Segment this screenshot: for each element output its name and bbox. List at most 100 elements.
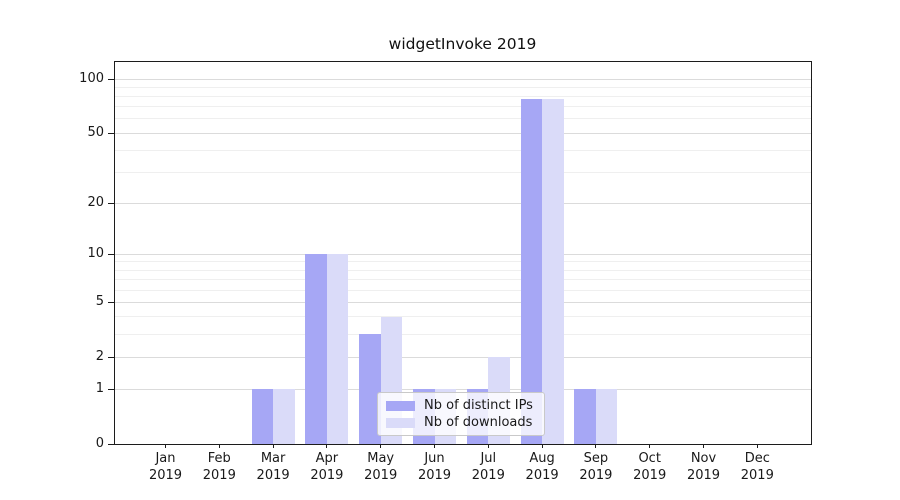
legend-swatch-distinct-ips-icon <box>386 400 415 411</box>
legend: Nb of distinct IPs Nb of downloads <box>377 392 545 436</box>
gridline-minor <box>115 261 811 263</box>
gridline-major <box>115 132 811 134</box>
x-tick-label-line: 2019 <box>740 468 774 483</box>
gridline-major <box>115 253 811 255</box>
x-tick-label: May 2019 <box>341 450 421 484</box>
x-tick-label: Aug 2019 <box>502 450 582 484</box>
y-tick-label: 1 <box>95 381 104 397</box>
y-tick-mark <box>108 253 114 255</box>
y-tick-label: 2 <box>95 349 104 365</box>
bar-downloads-apr <box>326 254 349 444</box>
x-tick-label-line: Aug <box>529 451 555 466</box>
chart-title: widgetInvoke 2019 <box>388 35 537 53</box>
gridline-major <box>115 388 811 390</box>
x-tick-label-line: 2019 <box>633 468 667 483</box>
x-tick-label-line: Dec <box>744 451 770 466</box>
y-tick-mark <box>108 388 114 390</box>
x-tick-mark <box>434 444 435 448</box>
x-tick-mark <box>380 444 382 448</box>
x-tick-label-line: 2019 <box>471 468 505 483</box>
x-tick-mark <box>165 444 166 448</box>
x-tick-label: Jul 2019 <box>448 450 528 484</box>
gridline-minor <box>115 118 811 120</box>
x-tick-mark <box>703 444 704 448</box>
gridline-minor <box>115 106 811 108</box>
x-tick-label-line: May <box>367 451 395 466</box>
gridline-minor <box>115 316 811 318</box>
gridline-minor <box>115 171 811 173</box>
x-tick-label-line: 2019 <box>202 468 236 483</box>
gridline-minor <box>115 149 811 151</box>
x-tick-label: Feb 2019 <box>179 450 259 484</box>
gridline-major <box>115 301 811 303</box>
gridline-major <box>115 78 811 80</box>
bar-distinct-ips-may <box>359 334 381 444</box>
gridline-minor <box>115 269 811 271</box>
y-tick-label: 50 <box>87 125 104 141</box>
x-tick-label-line: 2019 <box>310 468 344 483</box>
gridline-minor <box>115 95 811 97</box>
plot-area <box>114 61 812 445</box>
x-tick-label-line: 2019 <box>579 468 613 483</box>
y-tick-label: 100 <box>79 71 104 86</box>
x-tick-label-line: Oct <box>638 451 661 466</box>
legend-label-distinct-ips: Nb of distinct IPs <box>424 398 533 413</box>
y-tick-mark <box>108 78 114 80</box>
x-tick-label-line: 2019 <box>417 468 452 483</box>
y-tick-mark <box>108 356 114 358</box>
x-tick-label-line: 2019 <box>256 468 290 483</box>
bar-downloads-aug <box>542 99 564 444</box>
y-tick-label: 0 <box>95 436 104 451</box>
x-tick-label: Nov 2019 <box>664 450 744 484</box>
gridline-minor <box>115 333 811 335</box>
bar-downloads-mar <box>273 389 295 444</box>
x-tick-label-line: 2019 <box>364 468 398 483</box>
y-tick-mark <box>108 202 114 204</box>
x-tick-label-line: Jul <box>480 451 497 466</box>
x-tick-mark <box>649 444 651 448</box>
y-tick-mark <box>108 443 114 445</box>
y-tick-mark <box>108 301 114 303</box>
gridline-minor <box>115 289 811 291</box>
x-tick-mark <box>595 444 597 448</box>
bar-downloads-sep <box>595 389 618 444</box>
y-tick-label: 20 <box>87 195 104 211</box>
y-tick-label: 5 <box>95 294 104 310</box>
x-tick-mark <box>272 444 274 448</box>
legend-item-distinct-ips: Nb of distinct IPs <box>386 398 533 413</box>
x-tick-mark <box>541 444 543 448</box>
x-tick-label-line: Feb <box>207 451 231 466</box>
x-tick-mark <box>218 444 220 448</box>
gridline-major <box>115 356 811 358</box>
x-tick-label: Oct 2019 <box>610 450 690 484</box>
x-tick-label-line: 2019 <box>148 468 183 483</box>
gridline-major <box>115 202 811 204</box>
x-tick-label: Apr 2019 <box>287 450 367 484</box>
x-tick-mark <box>326 444 328 448</box>
x-tick-label-line: Sep <box>583 451 609 466</box>
x-tick-label: Sep 2019 <box>556 450 636 484</box>
gridline-minor <box>115 279 811 281</box>
x-tick-label-line: Jan <box>155 451 176 466</box>
x-tick-label: Mar 2019 <box>233 450 313 484</box>
x-tick-label-line: 2019 <box>686 468 721 483</box>
x-tick-label: Jan 2019 <box>126 450 206 484</box>
x-tick-mark <box>487 444 489 448</box>
x-tick-label-line: Jun <box>424 451 445 466</box>
x-tick-label: Dec 2019 <box>717 450 797 484</box>
bar-distinct-ips-sep <box>574 389 596 444</box>
x-tick-label-line: 2019 <box>525 468 559 483</box>
legend-swatch-downloads-icon <box>386 417 415 428</box>
legend-item-downloads: Nb of downloads <box>386 415 533 430</box>
x-tick-label-line: Nov <box>690 451 717 466</box>
bar-distinct-ips-aug <box>520 99 543 444</box>
y-tick-mark <box>108 132 114 134</box>
x-tick-label-line: Mar <box>260 451 286 466</box>
y-tick-label: 10 <box>87 246 104 262</box>
gridline-minor <box>115 86 811 88</box>
bar-distinct-ips-apr <box>305 254 327 444</box>
bar-distinct-ips-mar <box>251 389 274 444</box>
legend-label-downloads: Nb of downloads <box>424 415 533 430</box>
x-tick-label: Jun 2019 <box>395 450 475 484</box>
